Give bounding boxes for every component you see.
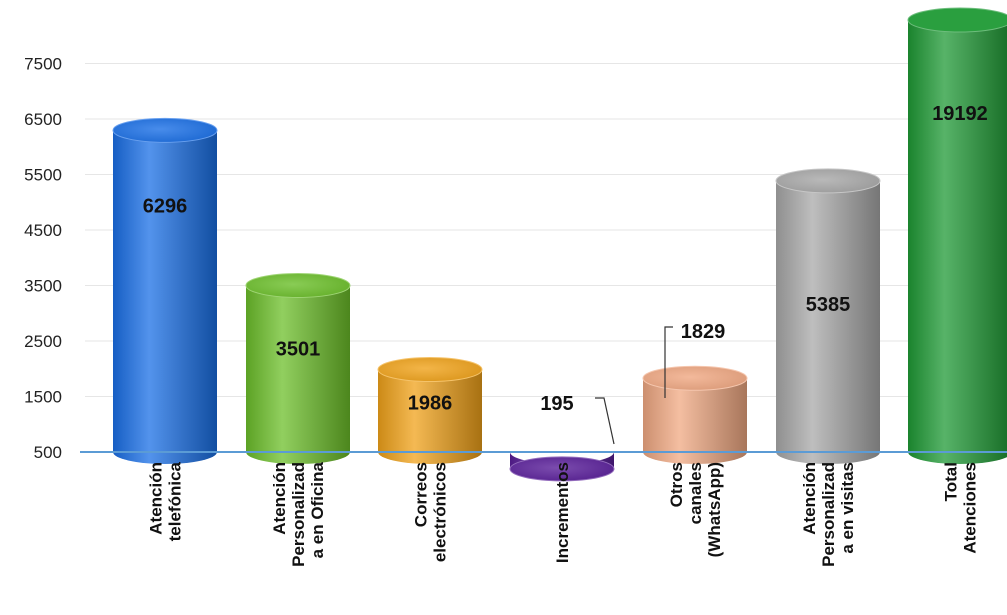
y-tick-label: 2500 xyxy=(24,332,62,351)
data-labels: 6296 3501 1986 195 1829 5385 19192 xyxy=(143,103,988,445)
bar-body xyxy=(776,180,880,464)
bar-body xyxy=(908,20,1007,464)
x-category-label: Correoselectrónicos xyxy=(412,462,450,562)
bar-body xyxy=(113,130,217,464)
x-axis-category-labels: Atencióntelefónica AtenciónPersonalizada … xyxy=(147,461,980,566)
data-label: 19192 xyxy=(932,103,988,125)
bar-body xyxy=(643,378,747,464)
bar xyxy=(245,272,351,464)
y-tick-label: 4500 xyxy=(24,221,62,240)
bar xyxy=(112,117,218,464)
y-tick-label: 6500 xyxy=(24,110,62,129)
x-category-label: AtenciónPersonalizada en visitas xyxy=(800,462,857,567)
x-category-label: Incrementos xyxy=(553,462,572,563)
data-label-leader-line xyxy=(595,397,615,445)
y-tick-label: 500 xyxy=(34,443,62,462)
data-label: 195 xyxy=(540,393,573,415)
bar-top xyxy=(775,168,881,194)
data-label: 1986 xyxy=(408,393,453,415)
x-category-label: Atencióntelefónica xyxy=(147,461,185,541)
bar-top xyxy=(642,365,748,391)
bar-top xyxy=(245,272,351,298)
x-category-label: AtenciónPersonalizada en Oficina xyxy=(270,461,327,566)
x-category-label: TotalAtenciones xyxy=(942,462,980,554)
bar-top xyxy=(509,456,615,482)
data-label: 6296 xyxy=(143,195,188,217)
bar-body xyxy=(378,369,482,464)
bar xyxy=(907,7,1007,464)
y-tick-label: 1500 xyxy=(24,388,62,407)
data-label: 5385 xyxy=(806,294,851,316)
y-axis-tick-labels: 500 1500 2500 3500 4500 5500 6500 7500 xyxy=(24,55,62,463)
bar-top xyxy=(907,7,1007,33)
bar xyxy=(377,357,483,464)
y-tick-label: 5500 xyxy=(24,166,62,185)
y-tick-label: 3500 xyxy=(24,277,62,296)
y-tick-label: 7500 xyxy=(24,55,62,74)
bar-top xyxy=(377,357,483,383)
data-label-leader-line xyxy=(664,326,673,398)
data-label: 1829 xyxy=(681,321,726,343)
bar-body xyxy=(246,285,350,464)
bar xyxy=(775,168,881,464)
bar xyxy=(509,452,615,482)
bar xyxy=(642,365,748,464)
gridlines xyxy=(85,63,1000,397)
bars xyxy=(112,7,1007,482)
bar-top xyxy=(112,117,218,143)
x-category-label: Otroscanales(WhatsApp) xyxy=(667,462,724,557)
data-label: 3501 xyxy=(276,338,321,360)
